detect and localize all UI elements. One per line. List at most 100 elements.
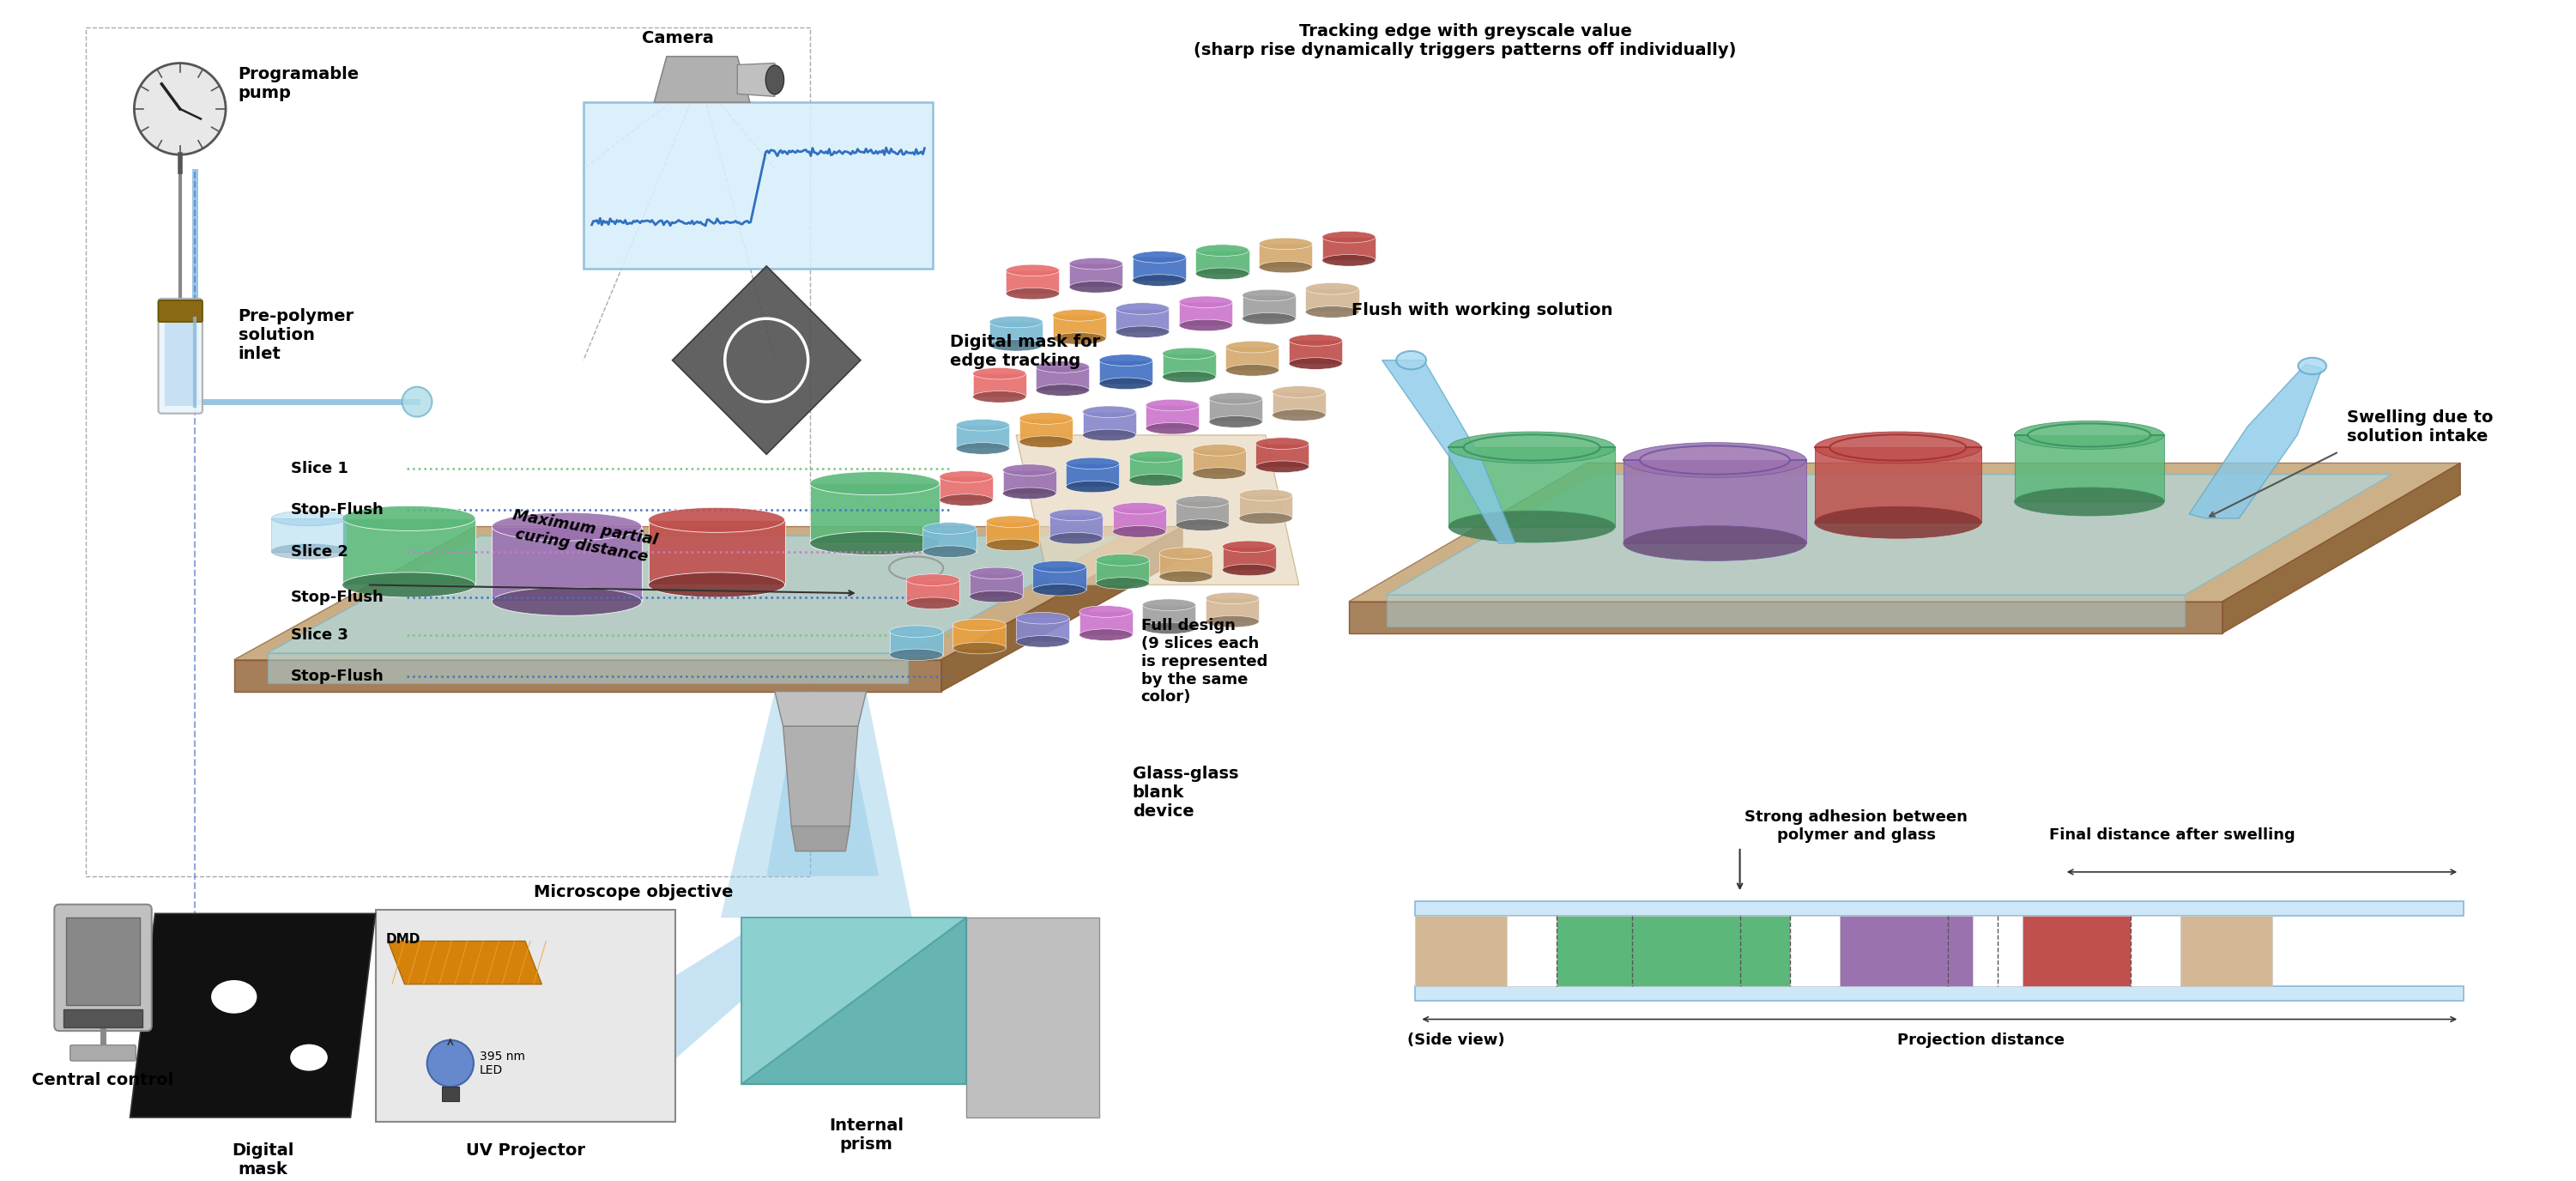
Ellipse shape bbox=[1175, 496, 1229, 508]
Polygon shape bbox=[1448, 448, 1615, 527]
Polygon shape bbox=[1020, 418, 1072, 442]
Polygon shape bbox=[1048, 515, 1103, 539]
Ellipse shape bbox=[1226, 365, 1278, 376]
Polygon shape bbox=[1079, 612, 1133, 635]
Ellipse shape bbox=[1180, 296, 1231, 308]
Polygon shape bbox=[1115, 308, 1170, 332]
Ellipse shape bbox=[1146, 399, 1198, 411]
Polygon shape bbox=[165, 322, 196, 406]
Text: Camera: Camera bbox=[641, 31, 714, 46]
Polygon shape bbox=[1180, 302, 1231, 325]
Polygon shape bbox=[775, 691, 866, 726]
Polygon shape bbox=[907, 580, 958, 603]
Ellipse shape bbox=[1206, 615, 1260, 627]
Ellipse shape bbox=[1048, 509, 1103, 521]
Text: DMD: DMD bbox=[386, 933, 420, 946]
Polygon shape bbox=[1036, 367, 1090, 390]
Ellipse shape bbox=[1208, 416, 1262, 428]
FancyBboxPatch shape bbox=[1790, 916, 1839, 986]
Ellipse shape bbox=[1448, 432, 1615, 463]
Ellipse shape bbox=[989, 317, 1043, 328]
Polygon shape bbox=[2190, 365, 2321, 518]
FancyBboxPatch shape bbox=[1507, 916, 1556, 986]
Ellipse shape bbox=[953, 642, 1007, 654]
Text: Final distance after swelling: Final distance after swelling bbox=[2050, 828, 2295, 843]
Ellipse shape bbox=[1448, 511, 1615, 542]
Ellipse shape bbox=[1144, 622, 1195, 634]
Ellipse shape bbox=[1260, 261, 1311, 273]
Ellipse shape bbox=[907, 598, 958, 609]
Polygon shape bbox=[1350, 601, 2223, 633]
Polygon shape bbox=[268, 536, 1121, 653]
Polygon shape bbox=[1100, 360, 1151, 384]
Ellipse shape bbox=[1115, 302, 1170, 314]
Polygon shape bbox=[721, 691, 912, 918]
Polygon shape bbox=[1208, 398, 1262, 422]
Polygon shape bbox=[1226, 347, 1278, 370]
Ellipse shape bbox=[343, 505, 477, 530]
Ellipse shape bbox=[1036, 361, 1090, 373]
Text: (Side view): (Side view) bbox=[1406, 1032, 1504, 1048]
Text: Microscope objective: Microscope objective bbox=[533, 885, 734, 901]
Ellipse shape bbox=[1115, 326, 1170, 338]
Ellipse shape bbox=[1007, 288, 1059, 300]
Polygon shape bbox=[1146, 405, 1198, 429]
Polygon shape bbox=[1260, 243, 1311, 267]
Polygon shape bbox=[889, 632, 943, 654]
Ellipse shape bbox=[1100, 354, 1151, 366]
Polygon shape bbox=[1239, 495, 1293, 518]
Text: Slice 3: Slice 3 bbox=[291, 627, 348, 642]
FancyBboxPatch shape bbox=[376, 909, 675, 1122]
Ellipse shape bbox=[1396, 351, 1427, 370]
Polygon shape bbox=[1193, 450, 1247, 474]
Polygon shape bbox=[1383, 360, 1515, 543]
Ellipse shape bbox=[1273, 386, 1327, 398]
Polygon shape bbox=[1007, 270, 1059, 294]
Polygon shape bbox=[966, 918, 1100, 1117]
Polygon shape bbox=[953, 625, 1007, 648]
FancyBboxPatch shape bbox=[1556, 916, 1790, 986]
Ellipse shape bbox=[922, 522, 976, 534]
Polygon shape bbox=[1069, 263, 1123, 287]
Text: Slice 1: Slice 1 bbox=[291, 461, 348, 476]
Polygon shape bbox=[270, 518, 345, 552]
Ellipse shape bbox=[1814, 432, 1981, 463]
Polygon shape bbox=[1113, 508, 1167, 531]
FancyBboxPatch shape bbox=[582, 103, 933, 268]
FancyBboxPatch shape bbox=[1414, 986, 2463, 1001]
Polygon shape bbox=[1195, 250, 1249, 274]
Ellipse shape bbox=[1079, 606, 1133, 618]
FancyBboxPatch shape bbox=[157, 300, 204, 322]
Ellipse shape bbox=[809, 531, 940, 555]
FancyBboxPatch shape bbox=[1839, 916, 1973, 986]
Ellipse shape bbox=[1193, 444, 1247, 456]
Ellipse shape bbox=[1623, 526, 1806, 561]
Polygon shape bbox=[1002, 470, 1056, 494]
Ellipse shape bbox=[1159, 570, 1213, 582]
Text: Central control: Central control bbox=[31, 1071, 173, 1088]
Polygon shape bbox=[1224, 547, 1275, 570]
Polygon shape bbox=[492, 527, 641, 601]
FancyBboxPatch shape bbox=[2022, 916, 2130, 986]
Polygon shape bbox=[791, 827, 850, 852]
FancyBboxPatch shape bbox=[67, 918, 139, 1005]
Polygon shape bbox=[1386, 595, 2184, 626]
Polygon shape bbox=[940, 527, 1182, 691]
Ellipse shape bbox=[1033, 561, 1087, 573]
Polygon shape bbox=[1386, 475, 2393, 595]
FancyBboxPatch shape bbox=[54, 905, 152, 1031]
Ellipse shape bbox=[2298, 358, 2326, 374]
Ellipse shape bbox=[974, 391, 1025, 403]
Ellipse shape bbox=[1100, 378, 1151, 390]
Text: Maximum partial
curing distance: Maximum partial curing distance bbox=[507, 508, 659, 566]
Polygon shape bbox=[1159, 553, 1213, 576]
Polygon shape bbox=[649, 520, 786, 585]
Ellipse shape bbox=[989, 339, 1043, 351]
Polygon shape bbox=[809, 483, 940, 543]
Ellipse shape bbox=[1095, 554, 1149, 566]
Polygon shape bbox=[1133, 257, 1185, 280]
Ellipse shape bbox=[1007, 265, 1059, 276]
Text: Stop-Flush: Stop-Flush bbox=[291, 502, 384, 517]
Polygon shape bbox=[783, 726, 858, 827]
Ellipse shape bbox=[1195, 244, 1249, 256]
